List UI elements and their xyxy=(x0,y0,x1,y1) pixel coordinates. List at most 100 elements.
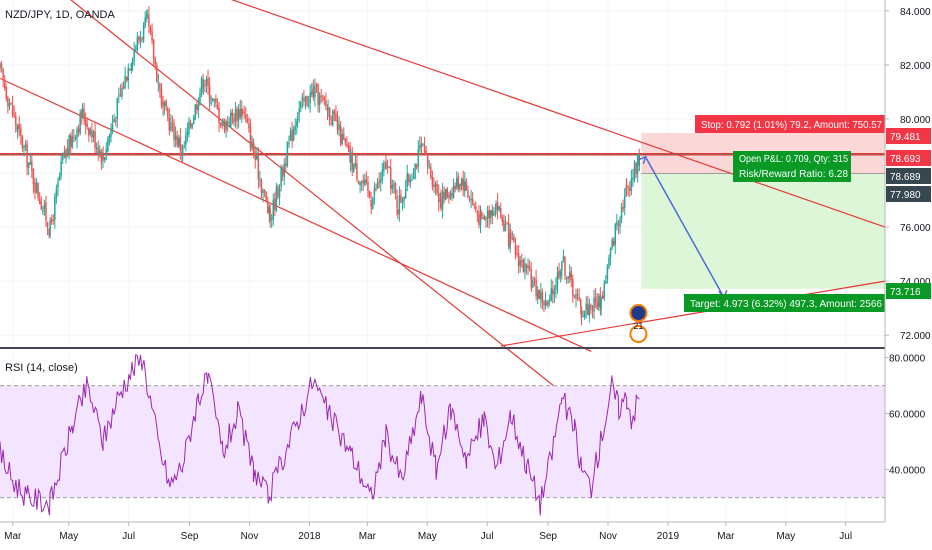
candle xyxy=(268,204,271,223)
candle-body xyxy=(381,169,384,180)
candle-body xyxy=(510,233,512,239)
candle xyxy=(18,116,21,137)
candle-body xyxy=(333,110,336,114)
candle xyxy=(202,78,205,96)
candle-body xyxy=(199,92,201,105)
candle xyxy=(335,105,337,122)
economic-event-icon[interactable] xyxy=(629,304,648,322)
candle xyxy=(627,185,629,197)
candle xyxy=(501,214,504,226)
candle-body xyxy=(430,167,432,178)
candle xyxy=(332,109,334,127)
open-pnl-box[interactable] xyxy=(733,151,851,167)
candle xyxy=(80,109,83,125)
profit-target-zone[interactable] xyxy=(641,173,885,289)
candle xyxy=(300,100,302,112)
candle xyxy=(249,118,252,152)
candle xyxy=(513,233,515,244)
candle-body xyxy=(414,163,416,179)
candle xyxy=(7,95,9,114)
time-axis[interactable]: Mar May Jul Sep Nov 2018 Mar May Jul Sep Nov 2019 Ma… xyxy=(0,521,885,542)
rsi-pane[interactable] xyxy=(0,354,885,516)
projection-arrow[interactable] xyxy=(644,156,725,298)
trendline[interactable] xyxy=(500,280,886,347)
earnings-event-icon[interactable] xyxy=(629,325,648,343)
candle-body xyxy=(277,186,279,197)
position-overlay[interactable]: Stop: 0.792 (1.01%) 79.2, Amount: 750.57… xyxy=(0,115,885,343)
candle xyxy=(417,140,419,173)
rsi-tick-label: 60.0000 xyxy=(889,410,926,421)
risk-reward-box[interactable] xyxy=(733,166,851,182)
trendline[interactable] xyxy=(0,77,592,352)
candle-body xyxy=(470,198,472,200)
candle xyxy=(365,171,368,185)
candle-body xyxy=(7,97,9,106)
candle xyxy=(230,109,232,129)
candle-body xyxy=(372,197,374,209)
time-tick-label: 2019 xyxy=(657,531,680,542)
candle xyxy=(403,196,405,209)
candle-body xyxy=(446,188,449,197)
candle xyxy=(576,288,579,301)
candle xyxy=(127,63,130,90)
candle xyxy=(379,171,382,192)
candle-body xyxy=(499,208,502,217)
candle-body xyxy=(398,195,401,215)
candle-body xyxy=(254,152,256,161)
candle xyxy=(254,146,256,169)
candle-body xyxy=(71,136,74,148)
candle xyxy=(37,182,39,201)
candle-body xyxy=(411,179,413,181)
candle-body xyxy=(125,76,128,81)
candle xyxy=(252,138,255,158)
candle xyxy=(92,129,95,143)
candle xyxy=(368,190,371,199)
price-tick-label: 84.000 xyxy=(900,7,931,18)
candle-body xyxy=(524,263,526,273)
candle-body xyxy=(94,131,96,148)
candle xyxy=(3,75,6,91)
target-info-box[interactable] xyxy=(684,294,885,312)
candle-body xyxy=(226,121,229,125)
trendline[interactable] xyxy=(0,0,620,439)
candle-body xyxy=(594,296,597,302)
candle xyxy=(278,184,281,206)
candle-body xyxy=(213,99,216,101)
candle-body xyxy=(483,215,486,220)
candle xyxy=(434,181,437,196)
price-axis[interactable]: 84.00082.00080.00078.00076.00074.00072.0… xyxy=(884,0,932,522)
candle xyxy=(210,95,212,106)
candle xyxy=(600,296,602,316)
candle-body xyxy=(23,146,25,148)
price-tags: 79.481 78.693 78.689 77.980 73.716 xyxy=(886,128,931,299)
stop-info-box[interactable] xyxy=(695,115,885,133)
candle-body xyxy=(433,184,435,187)
candle xyxy=(614,222,617,255)
position-zones[interactable] xyxy=(641,132,885,289)
price-tag-level xyxy=(886,150,931,166)
candle xyxy=(489,209,492,225)
candle-body xyxy=(389,167,392,190)
rsi-tick-label: 40.0000 xyxy=(889,466,926,477)
candle xyxy=(270,213,273,229)
candle xyxy=(309,85,311,113)
candle xyxy=(89,127,92,137)
candle xyxy=(338,116,340,137)
candle-body xyxy=(576,294,579,296)
candle xyxy=(111,115,114,135)
time-tick-label: Mar xyxy=(4,531,22,542)
candle-body xyxy=(434,184,437,187)
trendline[interactable] xyxy=(147,0,886,228)
candle xyxy=(5,84,8,102)
candle xyxy=(514,237,517,260)
candle xyxy=(322,94,324,102)
main-pane[interactable]: Stop: 0.792 (1.01%) 79.2, Amount: 750.57… xyxy=(0,0,886,520)
candle xyxy=(274,192,276,217)
candle-body xyxy=(32,169,35,185)
candle-body xyxy=(386,166,389,168)
candle-body xyxy=(367,182,369,191)
candle-body xyxy=(88,127,90,136)
candle-body xyxy=(629,188,631,191)
candle-body xyxy=(517,253,520,266)
